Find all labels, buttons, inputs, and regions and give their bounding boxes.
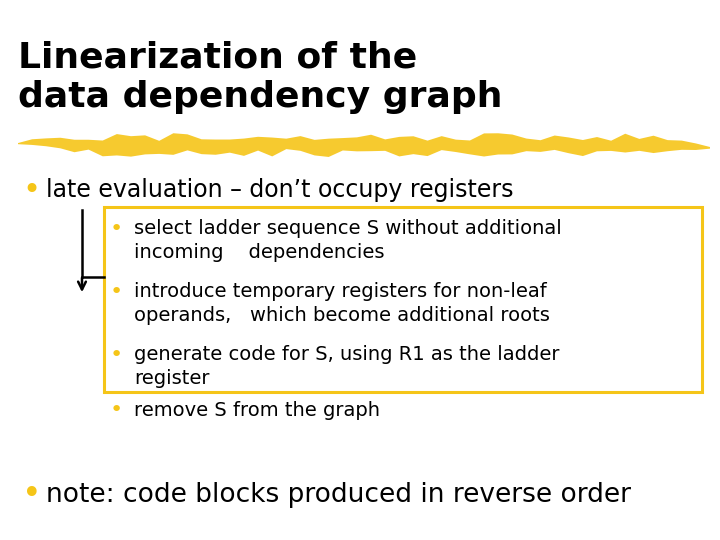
Text: •: • bbox=[110, 345, 123, 365]
Text: late evaluation – don’t occupy registers: late evaluation – don’t occupy registers bbox=[46, 178, 513, 202]
Text: generate code for S, using R1 as the ladder
register: generate code for S, using R1 as the lad… bbox=[134, 345, 559, 388]
Polygon shape bbox=[18, 133, 710, 157]
Text: Linearization of the: Linearization of the bbox=[18, 40, 418, 74]
Text: •: • bbox=[110, 400, 123, 420]
Text: •: • bbox=[110, 282, 123, 302]
Text: •: • bbox=[22, 176, 40, 205]
Text: •: • bbox=[22, 478, 42, 511]
Text: introduce temporary registers for non-leaf
operands,   which become additional r: introduce temporary registers for non-le… bbox=[134, 282, 550, 325]
Text: remove S from the graph: remove S from the graph bbox=[134, 401, 380, 420]
Text: note: code blocks produced in reverse order: note: code blocks produced in reverse or… bbox=[46, 482, 631, 508]
Text: select ladder sequence S without additional
incoming    dependencies: select ladder sequence S without additio… bbox=[134, 219, 562, 262]
Text: •: • bbox=[110, 219, 123, 239]
Text: data dependency graph: data dependency graph bbox=[18, 80, 503, 114]
Bar bbox=[104, 207, 702, 392]
